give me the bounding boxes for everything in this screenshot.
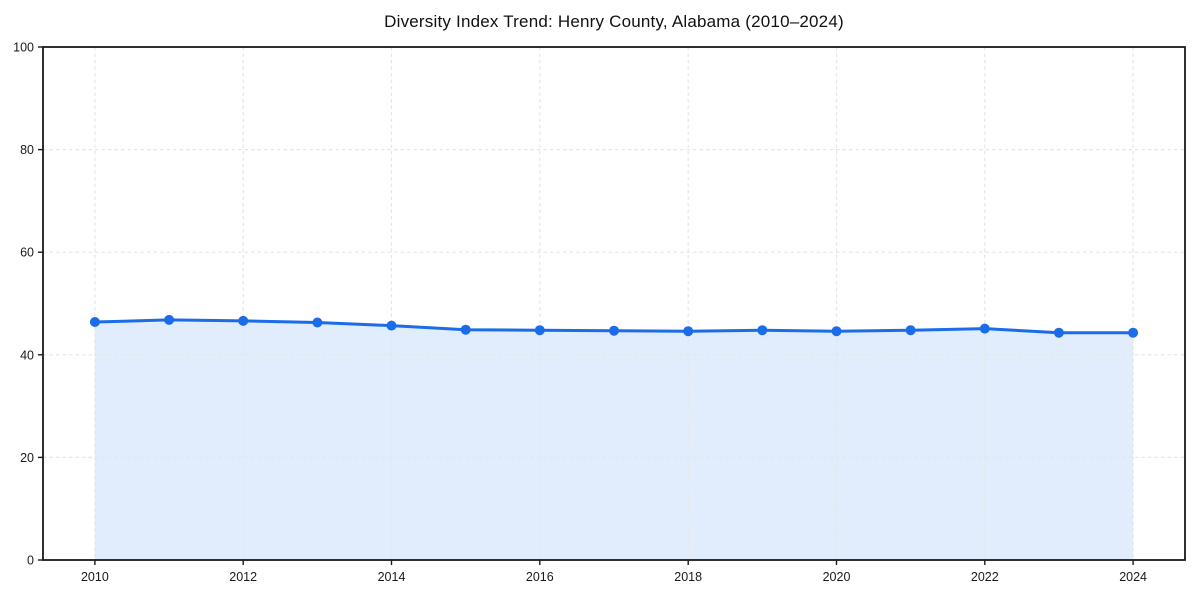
y-tick-label: 40 (20, 348, 34, 362)
data-point (831, 326, 842, 337)
x-tick-label: 2018 (674, 570, 702, 584)
data-point (238, 315, 249, 326)
data-point (89, 317, 100, 327)
x-tick-label: 2024 (1119, 570, 1147, 584)
y-tick-label: 0 (27, 554, 34, 568)
x-tick-label: 2022 (971, 570, 999, 584)
area-fill (94, 319, 1134, 560)
plot-border (42, 46, 1186, 561)
data-point (460, 324, 471, 335)
data-point (683, 326, 694, 337)
y-tick-label: 100 (13, 41, 34, 55)
chart-title: Diversity Index Trend: Henry County, Ala… (384, 12, 844, 31)
x-tick-label: 2014 (378, 570, 406, 584)
y-tick-label: 60 (20, 246, 34, 260)
data-point (164, 314, 175, 325)
data-point (386, 320, 397, 331)
data-point (757, 325, 768, 336)
data-point (1053, 327, 1064, 338)
data-point (534, 325, 545, 336)
data-point (979, 323, 990, 334)
data-point (312, 317, 323, 328)
x-tick-label: 2010 (81, 570, 109, 584)
data-point (609, 325, 619, 336)
x-tick-label: 2012 (229, 570, 257, 584)
data-point (905, 325, 916, 336)
x-tick-label: 2016 (526, 570, 554, 584)
y-tick-label: 80 (20, 143, 34, 157)
x-tick-label: 2020 (823, 570, 851, 584)
data-point (1128, 327, 1139, 338)
y-tick-label: 20 (20, 451, 34, 465)
